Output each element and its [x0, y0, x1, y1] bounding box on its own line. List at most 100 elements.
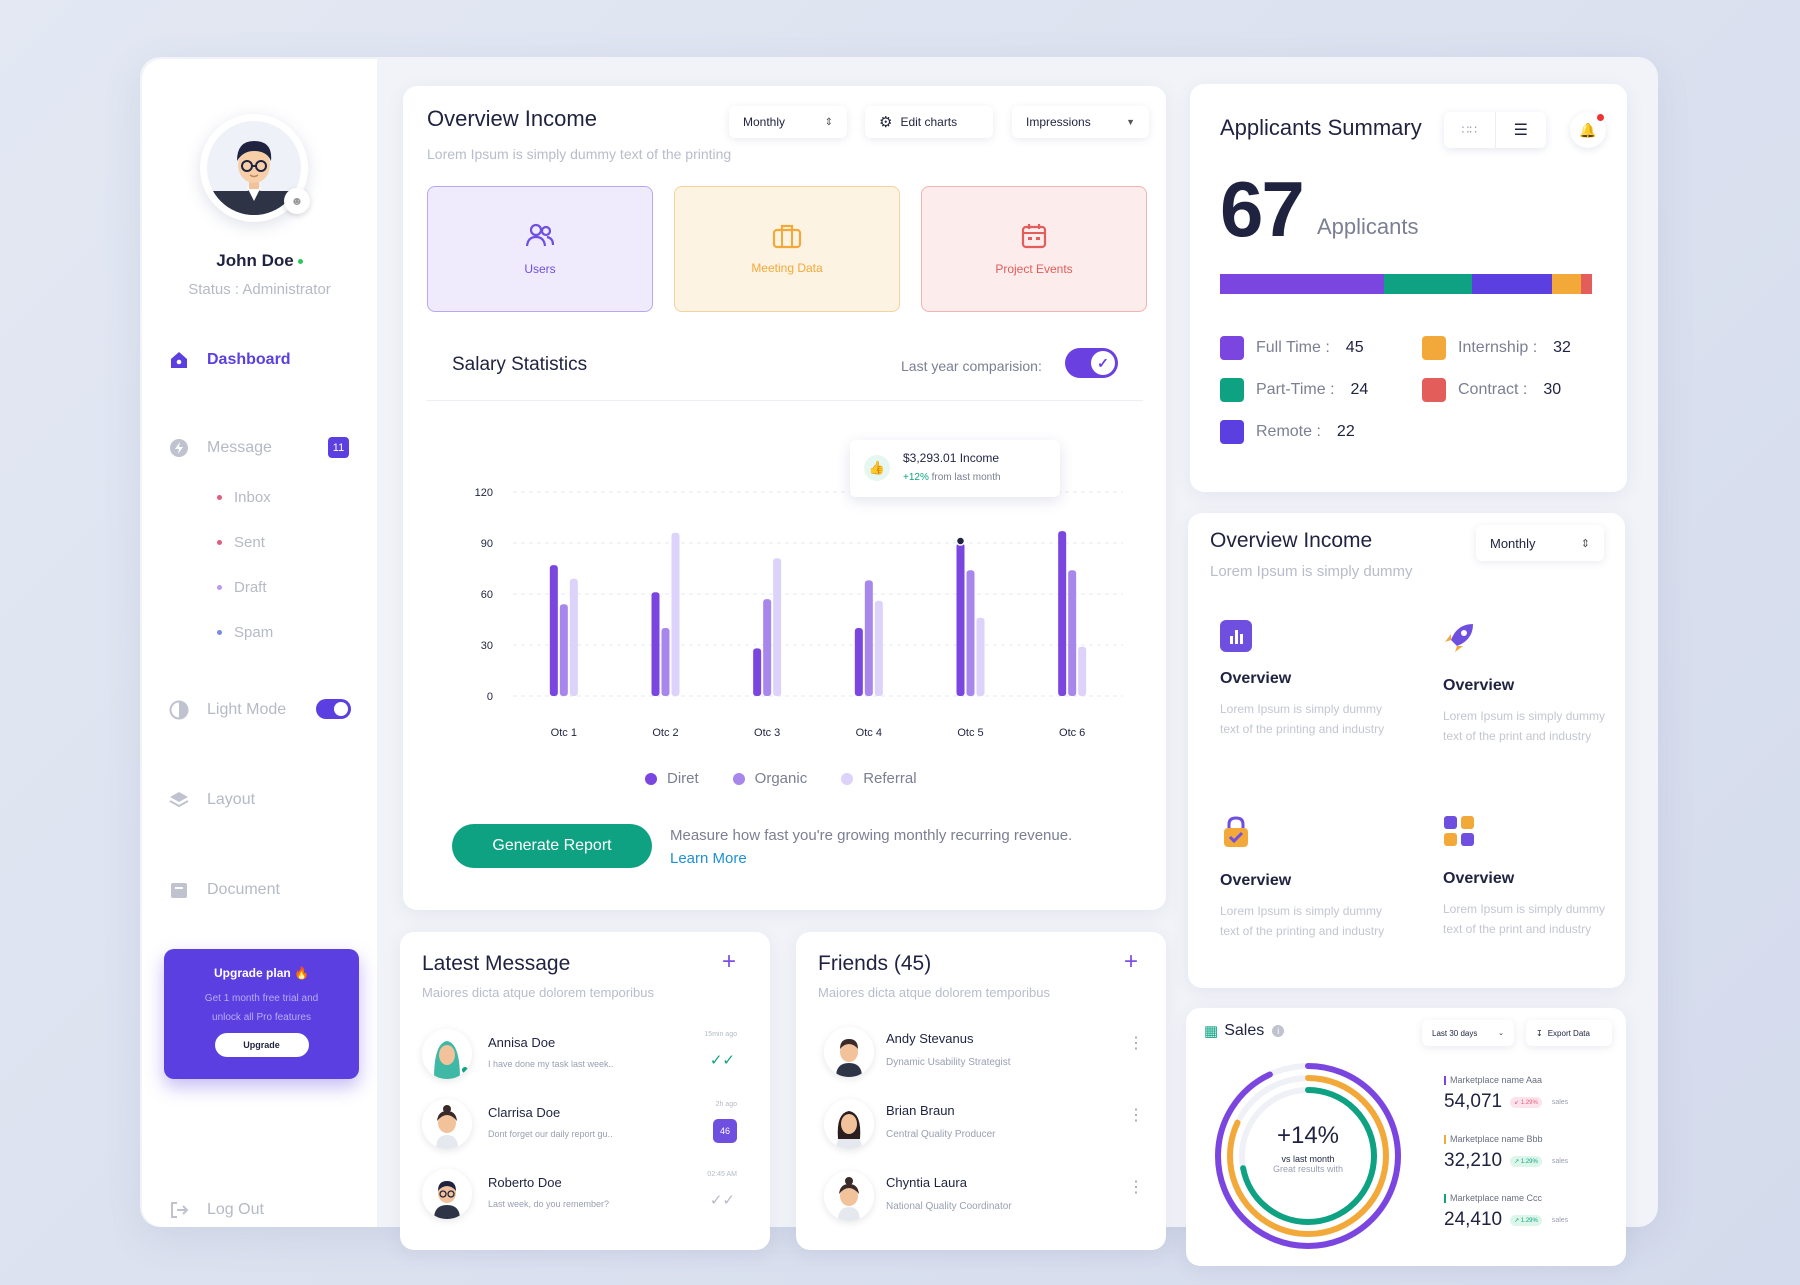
- unread-count-badge: 46: [713, 1119, 737, 1143]
- toggle-knob: [334, 702, 348, 716]
- marketplace-name: Marketplace name Bbb: [1444, 1134, 1568, 1144]
- avatar: [824, 1027, 874, 1077]
- tile-users[interactable]: Users: [427, 186, 653, 312]
- applicant-type-part-time: Part-Time : 24: [1220, 378, 1368, 402]
- marketplace-color-bar: [1444, 1134, 1446, 1144]
- edit-charts-button[interactable]: ⚙ Edit charts: [865, 106, 993, 138]
- more-options-icon[interactable]: ⋮: [1128, 1107, 1144, 1124]
- change-pill: ↗ 1.29%: [1510, 1155, 1542, 1167]
- messages-subtitle: Maiores dicta atque dolorem temporibus: [422, 985, 654, 1000]
- overview-side-select[interactable]: Monthly ⇕: [1476, 525, 1604, 561]
- export-data-button[interactable]: ↧ Export Data: [1526, 1020, 1612, 1046]
- nav-inbox[interactable]: Inbox: [217, 489, 271, 506]
- message-sender: Annisa Doe: [488, 1035, 556, 1050]
- tile-users-label: Users: [524, 262, 556, 276]
- bar: [864, 580, 873, 696]
- nav-dashboard[interactable]: Dashboard: [168, 349, 291, 371]
- overview-side-card: Overview Income Lorem Ipsum is simply du…: [1188, 513, 1625, 988]
- notification-bell-icon[interactable]: 🔔: [1570, 112, 1606, 148]
- friend-item[interactable]: Chyntia Laura National Quality Coordinat…: [824, 1171, 1144, 1227]
- message-preview: I have done my task last week..: [488, 1059, 614, 1069]
- overview-side-title: Overview Income: [1210, 529, 1373, 552]
- avatar[interactable]: ☻: [200, 114, 310, 222]
- legend-swatch: [732, 772, 745, 785]
- user-status-icon[interactable]: ☻: [284, 188, 310, 214]
- marketplace-value-row: 54,071 ↙ 1.29% sales: [1444, 1091, 1568, 1113]
- nav-spam[interactable]: Spam: [217, 624, 273, 641]
- nav-sent[interactable]: Sent: [217, 534, 265, 551]
- message-preview: Last week, do you remember?: [488, 1199, 610, 1209]
- avatar: [824, 1171, 874, 1221]
- learn-more-link[interactable]: Learn More: [670, 850, 747, 867]
- online-indicator: [460, 1065, 470, 1075]
- comparison-toggle[interactable]: ✓: [1065, 348, 1118, 378]
- label: Internship :: [1458, 339, 1538, 356]
- friend-name: Andy Stevanus: [886, 1031, 974, 1046]
- tile-meeting-data[interactable]: Meeting Data: [674, 186, 900, 312]
- overview-item-title: Overview: [1220, 670, 1292, 687]
- nav-layout-label: Layout: [207, 791, 256, 808]
- bar: [569, 578, 578, 696]
- message-sender: Roberto Doe: [488, 1175, 562, 1190]
- change-pill: ↙ 1.29%: [1510, 1096, 1542, 1108]
- swatch: [1220, 336, 1244, 360]
- friend-item[interactable]: Brian Braun Central Quality Producer ⋮: [824, 1099, 1144, 1155]
- thumbs-up-icon: 👍: [864, 455, 890, 481]
- light-mode-toggle[interactable]: [316, 699, 351, 719]
- date-range-select[interactable]: Last 30 days ⌄: [1422, 1020, 1514, 1046]
- sales-center-label: vs last month: [1281, 1154, 1335, 1164]
- grid-view-icon[interactable]: ∷∷: [1444, 112, 1496, 148]
- nav-message-label: Message: [207, 439, 272, 456]
- nav-message[interactable]: Message: [168, 437, 272, 459]
- friend-item[interactable]: Andy Stevanus Dynamic Usability Strategi…: [824, 1027, 1144, 1083]
- double-check-icon: ✓✓: [709, 1192, 735, 1209]
- period-select[interactable]: Monthly ⇕: [729, 106, 847, 138]
- generate-report-button[interactable]: Generate Report: [452, 824, 652, 868]
- more-options-icon[interactable]: ⋮: [1128, 1035, 1144, 1052]
- add-friend-icon[interactable]: +: [1124, 948, 1139, 975]
- marketplace-value-row: 24,410 ↗ 1.29% sales: [1444, 1209, 1568, 1231]
- nav-document[interactable]: Document: [168, 879, 280, 901]
- friend-name: Brian Braun: [886, 1103, 955, 1118]
- list-view-icon[interactable]: ☰: [1513, 122, 1528, 139]
- marketplace-value: 54,071: [1444, 1091, 1503, 1112]
- store-icon: ▦: [1204, 1023, 1219, 1040]
- message-item[interactable]: Roberto Doe Last week, do you remember? …: [422, 1169, 737, 1225]
- home-icon: [168, 349, 190, 371]
- trend-up-icon: ↗: [1514, 1217, 1520, 1224]
- logout-icon: [168, 1199, 190, 1221]
- bar: [549, 565, 558, 696]
- chart-legend: Diret Organic Referral: [645, 770, 951, 787]
- tile-project-events[interactable]: Project Events: [921, 186, 1147, 312]
- marketplace-value-row: 32,210 ↗ 1.29% sales: [1444, 1150, 1568, 1172]
- x-tick-label: Otc 5: [957, 727, 983, 736]
- upgrade-button[interactable]: Upgrade: [214, 1033, 309, 1057]
- friend-role: National Quality Coordinator: [886, 1201, 1012, 1212]
- swatch: [1220, 378, 1244, 402]
- overview-subtitle: Lorem Ipsum is simply dummy text of the …: [427, 146, 732, 162]
- legend-label: Diret: [667, 770, 699, 787]
- legend-item: Referral: [841, 770, 917, 787]
- archive-icon: [168, 879, 190, 901]
- metric-select[interactable]: Impressions ▼: [1012, 106, 1149, 138]
- tooltip-change: +12%: [903, 472, 929, 483]
- spam-bullet: [217, 630, 222, 635]
- add-message-icon[interactable]: +: [722, 948, 737, 975]
- report-text: Measure how fast you're growing monthly …: [670, 827, 1073, 844]
- applicants-card: Applicants Summary ∷∷ ☰ 🔔 67 Applicants …: [1190, 84, 1627, 492]
- layers-icon: [168, 789, 190, 811]
- nav-layout[interactable]: Layout: [168, 789, 255, 811]
- more-options-icon[interactable]: ⋮: [1128, 1179, 1144, 1196]
- avatar-image: [207, 121, 301, 215]
- overview-item-title: Overview: [1443, 677, 1515, 694]
- latest-message-card: Latest Message Maiores dicta atque dolor…: [400, 932, 770, 1250]
- nav-logout[interactable]: Log Out: [168, 1199, 264, 1221]
- message-item[interactable]: Annisa Doe I have done my task last week…: [422, 1029, 737, 1085]
- bar: [763, 599, 772, 696]
- nav-light-mode-label: Light Mode: [207, 701, 287, 718]
- nav-draft[interactable]: Draft: [217, 579, 267, 596]
- value: 32: [1553, 339, 1571, 356]
- marketplace-item: Marketplace name Aaa 54,071 ↙ 1.29% sales: [1444, 1075, 1568, 1113]
- message-item[interactable]: Clarrisa Doe Dont forget our daily repor…: [422, 1099, 737, 1155]
- change-value: 1.29%: [1520, 1158, 1538, 1165]
